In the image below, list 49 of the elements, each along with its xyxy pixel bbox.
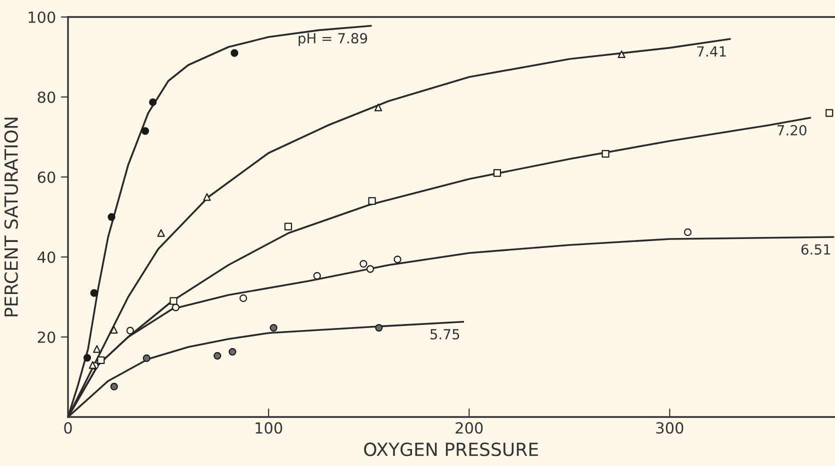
point <box>110 382 118 390</box>
point <box>97 356 105 364</box>
point <box>826 109 834 117</box>
point <box>157 229 165 237</box>
point <box>618 50 626 58</box>
series-label: pH = 7.89 <box>298 32 368 46</box>
y-tick-label: 80 <box>38 91 56 104</box>
point <box>374 104 382 112</box>
point <box>141 127 150 135</box>
point <box>602 150 610 158</box>
point <box>270 324 278 332</box>
point <box>394 256 402 264</box>
point <box>108 213 116 221</box>
y-tick-label: 100 <box>28 11 56 24</box>
y-tick-label: 20 <box>38 331 56 344</box>
point <box>93 345 101 353</box>
point <box>110 326 118 334</box>
point <box>214 352 222 360</box>
point <box>366 265 374 273</box>
point <box>375 324 383 332</box>
y-tick-label: 40 <box>38 251 56 264</box>
series-label: 7.41 <box>697 46 726 56</box>
point <box>149 98 157 106</box>
x-tick-label: 300 <box>656 422 684 434</box>
series-label: 5.75 <box>430 329 460 340</box>
x-axis-title: OXYGEN PRESSURE <box>364 442 538 456</box>
point <box>360 260 368 268</box>
point <box>142 354 150 362</box>
x-tick-label: 100 <box>256 422 282 434</box>
point <box>203 193 211 201</box>
point <box>239 294 248 302</box>
point <box>368 197 376 205</box>
point <box>284 222 292 230</box>
x-tick-label: 0 <box>64 422 72 434</box>
x-tick-label: 200 <box>456 422 483 434</box>
series-label: 7.20 <box>778 124 806 136</box>
point <box>170 297 178 305</box>
point <box>126 326 134 334</box>
y-axis-title: PERCENT SATURATION <box>4 118 18 316</box>
point <box>493 169 502 177</box>
series-label: 6.51 <box>801 244 830 255</box>
point <box>228 348 236 356</box>
point <box>230 49 238 57</box>
point <box>313 272 321 280</box>
point <box>88 361 96 369</box>
point <box>83 354 92 362</box>
point <box>684 228 692 236</box>
point <box>90 289 98 297</box>
y-tick-label: 60 <box>38 171 56 184</box>
